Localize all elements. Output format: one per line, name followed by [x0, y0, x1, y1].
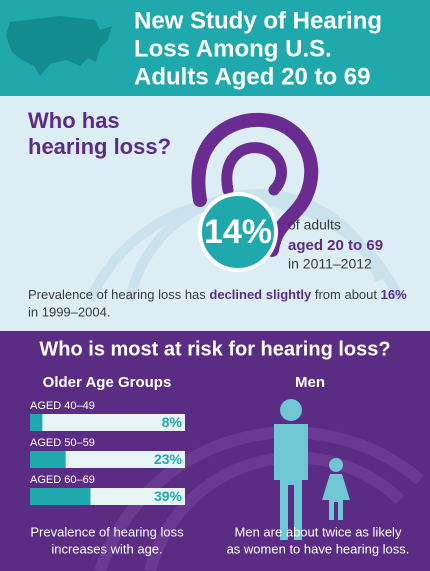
value-label: 8% [162, 414, 183, 430]
stat-value: 14% [204, 213, 272, 251]
value-label: 39% [154, 488, 183, 504]
stat-text: aged 20 to 69 [288, 237, 383, 254]
bar-track [30, 451, 185, 468]
bar [30, 451, 66, 468]
stat-text: of adults [288, 217, 341, 233]
column-heading: Men [295, 374, 325, 391]
title-line: Adults Aged 20 to 69 [134, 63, 370, 90]
bar-label: AGED 60–69 [30, 474, 95, 486]
section-title: Who has [28, 108, 120, 133]
sound-waves [94, 426, 424, 571]
section-title: Who is most at risk for hearing loss? [39, 338, 390, 360]
bar [30, 414, 43, 431]
note: Prevalence of hearing loss has declined … [28, 287, 407, 302]
title-line: Loss Among U.S. [134, 35, 332, 62]
column-heading: Older Age Groups [43, 374, 172, 391]
note-part: 16% [381, 287, 407, 302]
bar-label: AGED 40–49 [30, 400, 95, 412]
ear-icon [191, 112, 319, 257]
bar-track [30, 414, 185, 431]
bar [30, 488, 91, 505]
note-part: from about [311, 287, 380, 302]
note-part: Prevalence of hearing loss has [28, 287, 209, 302]
note-part: declined slightly [209, 287, 312, 302]
man-figure [274, 399, 308, 540]
section-title: hearing loss? [28, 134, 171, 159]
stat-circle [198, 192, 278, 272]
caption: Prevalence of hearing loss [30, 524, 184, 539]
stat-text: in 2011–2012 [288, 256, 372, 272]
us-map [6, 16, 112, 76]
note: in 1999–2004. [28, 304, 110, 319]
value-label: 23% [154, 451, 183, 467]
woman-figure [322, 458, 350, 520]
caption: Men are about twice as likely [235, 524, 402, 539]
caption: increases with age. [51, 541, 162, 556]
bar-label: AGED 50–59 [30, 437, 95, 449]
caption: as women to have hearing loss. [227, 541, 410, 556]
title-line: New Study of Hearing [134, 7, 382, 34]
